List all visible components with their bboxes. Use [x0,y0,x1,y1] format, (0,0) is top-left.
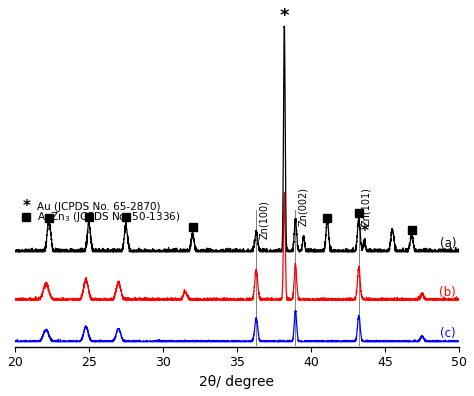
Text: Au (JCPDS No. 65-2870): Au (JCPDS No. 65-2870) [37,202,161,212]
Text: (a): (a) [439,238,456,250]
Text: (c): (c) [440,327,456,340]
Text: *: * [360,224,368,239]
Text: (b): (b) [439,286,456,299]
Text: Zn(101): Zn(101) [362,187,372,226]
Text: Zn(002): Zn(002) [298,187,308,226]
Text: AuZn$_3$ (JCPDS No. 50-1336): AuZn$_3$ (JCPDS No. 50-1336) [37,210,181,224]
Text: *: * [280,7,289,25]
Text: *: * [22,199,30,214]
Text: Zn(100): Zn(100) [259,200,269,239]
X-axis label: 2θ/ degree: 2θ/ degree [200,375,274,389]
